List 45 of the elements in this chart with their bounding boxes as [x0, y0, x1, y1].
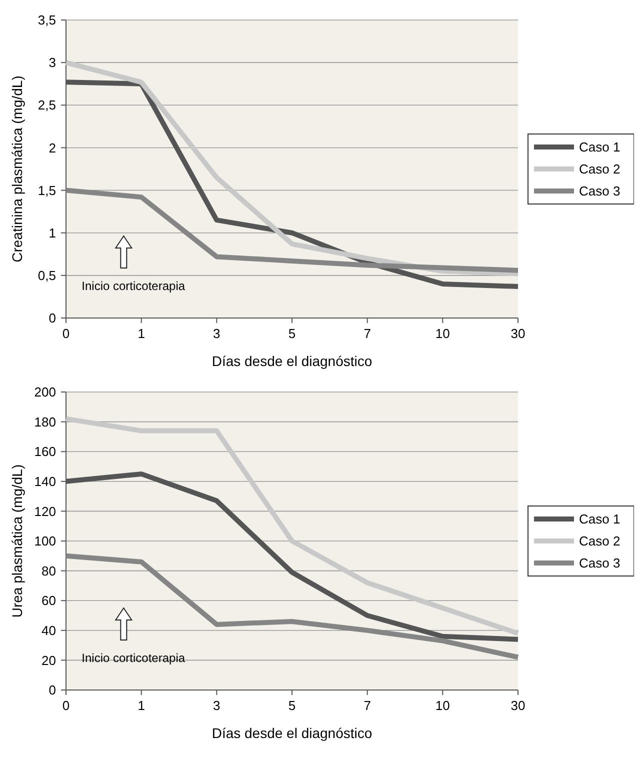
- y-tick-label: 2: [48, 140, 56, 156]
- y-tick-label: 1: [48, 225, 56, 240]
- x-axis-title: Días desde el diagnóstico: [212, 353, 372, 369]
- legend-label: Caso 2: [579, 162, 620, 177]
- x-tick-label: 30: [510, 698, 526, 713]
- y-tick-label: 200: [34, 384, 56, 400]
- x-tick-label: 3: [213, 698, 220, 713]
- y-tick-label: 2,5: [38, 98, 56, 113]
- x-tick-label: 7: [364, 326, 371, 341]
- x-tick-label: 3: [213, 326, 220, 341]
- y-tick-label: 120: [34, 504, 56, 519]
- x-tick-label: 1: [138, 698, 145, 713]
- legend-label: Caso 1: [579, 140, 620, 155]
- y-axis-title: Creatinina plasmática (mg/dL): [9, 76, 25, 262]
- y-tick-label: 3,5: [38, 12, 56, 28]
- x-tick-label: 10: [435, 698, 450, 713]
- legend-label: Caso 3: [579, 184, 620, 199]
- x-tick-label: 10: [435, 326, 450, 341]
- legend-label: Caso 1: [579, 512, 620, 527]
- y-tick-label: 40: [42, 622, 56, 638]
- y-tick-label: 140: [34, 474, 56, 489]
- y-tick-label: 0,5: [38, 268, 56, 283]
- y-tick-label: 60: [42, 593, 56, 608]
- legend-label: Caso 2: [579, 534, 620, 549]
- y-tick-label: 0: [48, 310, 56, 326]
- x-tick-label: 1: [138, 326, 145, 341]
- y-tick-label: 1,5: [38, 182, 56, 198]
- y-tick-label: 20: [42, 652, 56, 668]
- x-tick-label: 0: [62, 326, 70, 341]
- annotation: Inicio corticoterapia: [82, 651, 186, 665]
- legend-label: Caso 3: [579, 556, 620, 571]
- x-tick-label: 7: [364, 698, 371, 713]
- x-tick-label: 0: [62, 698, 70, 713]
- y-tick-label: 80: [42, 563, 56, 578]
- x-tick-label: 30: [510, 326, 526, 341]
- y-tick-label: 3: [48, 55, 56, 70]
- x-tick-label: 5: [288, 326, 296, 341]
- y-tick-label: 160: [34, 444, 56, 460]
- annotation: Inicio corticoterapia: [82, 279, 186, 293]
- y-tick-label: 100: [34, 534, 56, 549]
- y-tick-label: 0: [48, 682, 56, 698]
- x-axis-title: Días desde el diagnóstico: [212, 725, 372, 741]
- y-tick-label: 180: [34, 414, 56, 430]
- x-tick-label: 5: [288, 698, 296, 713]
- y-axis-title: Urea plasmática (mg/dL): [9, 464, 25, 618]
